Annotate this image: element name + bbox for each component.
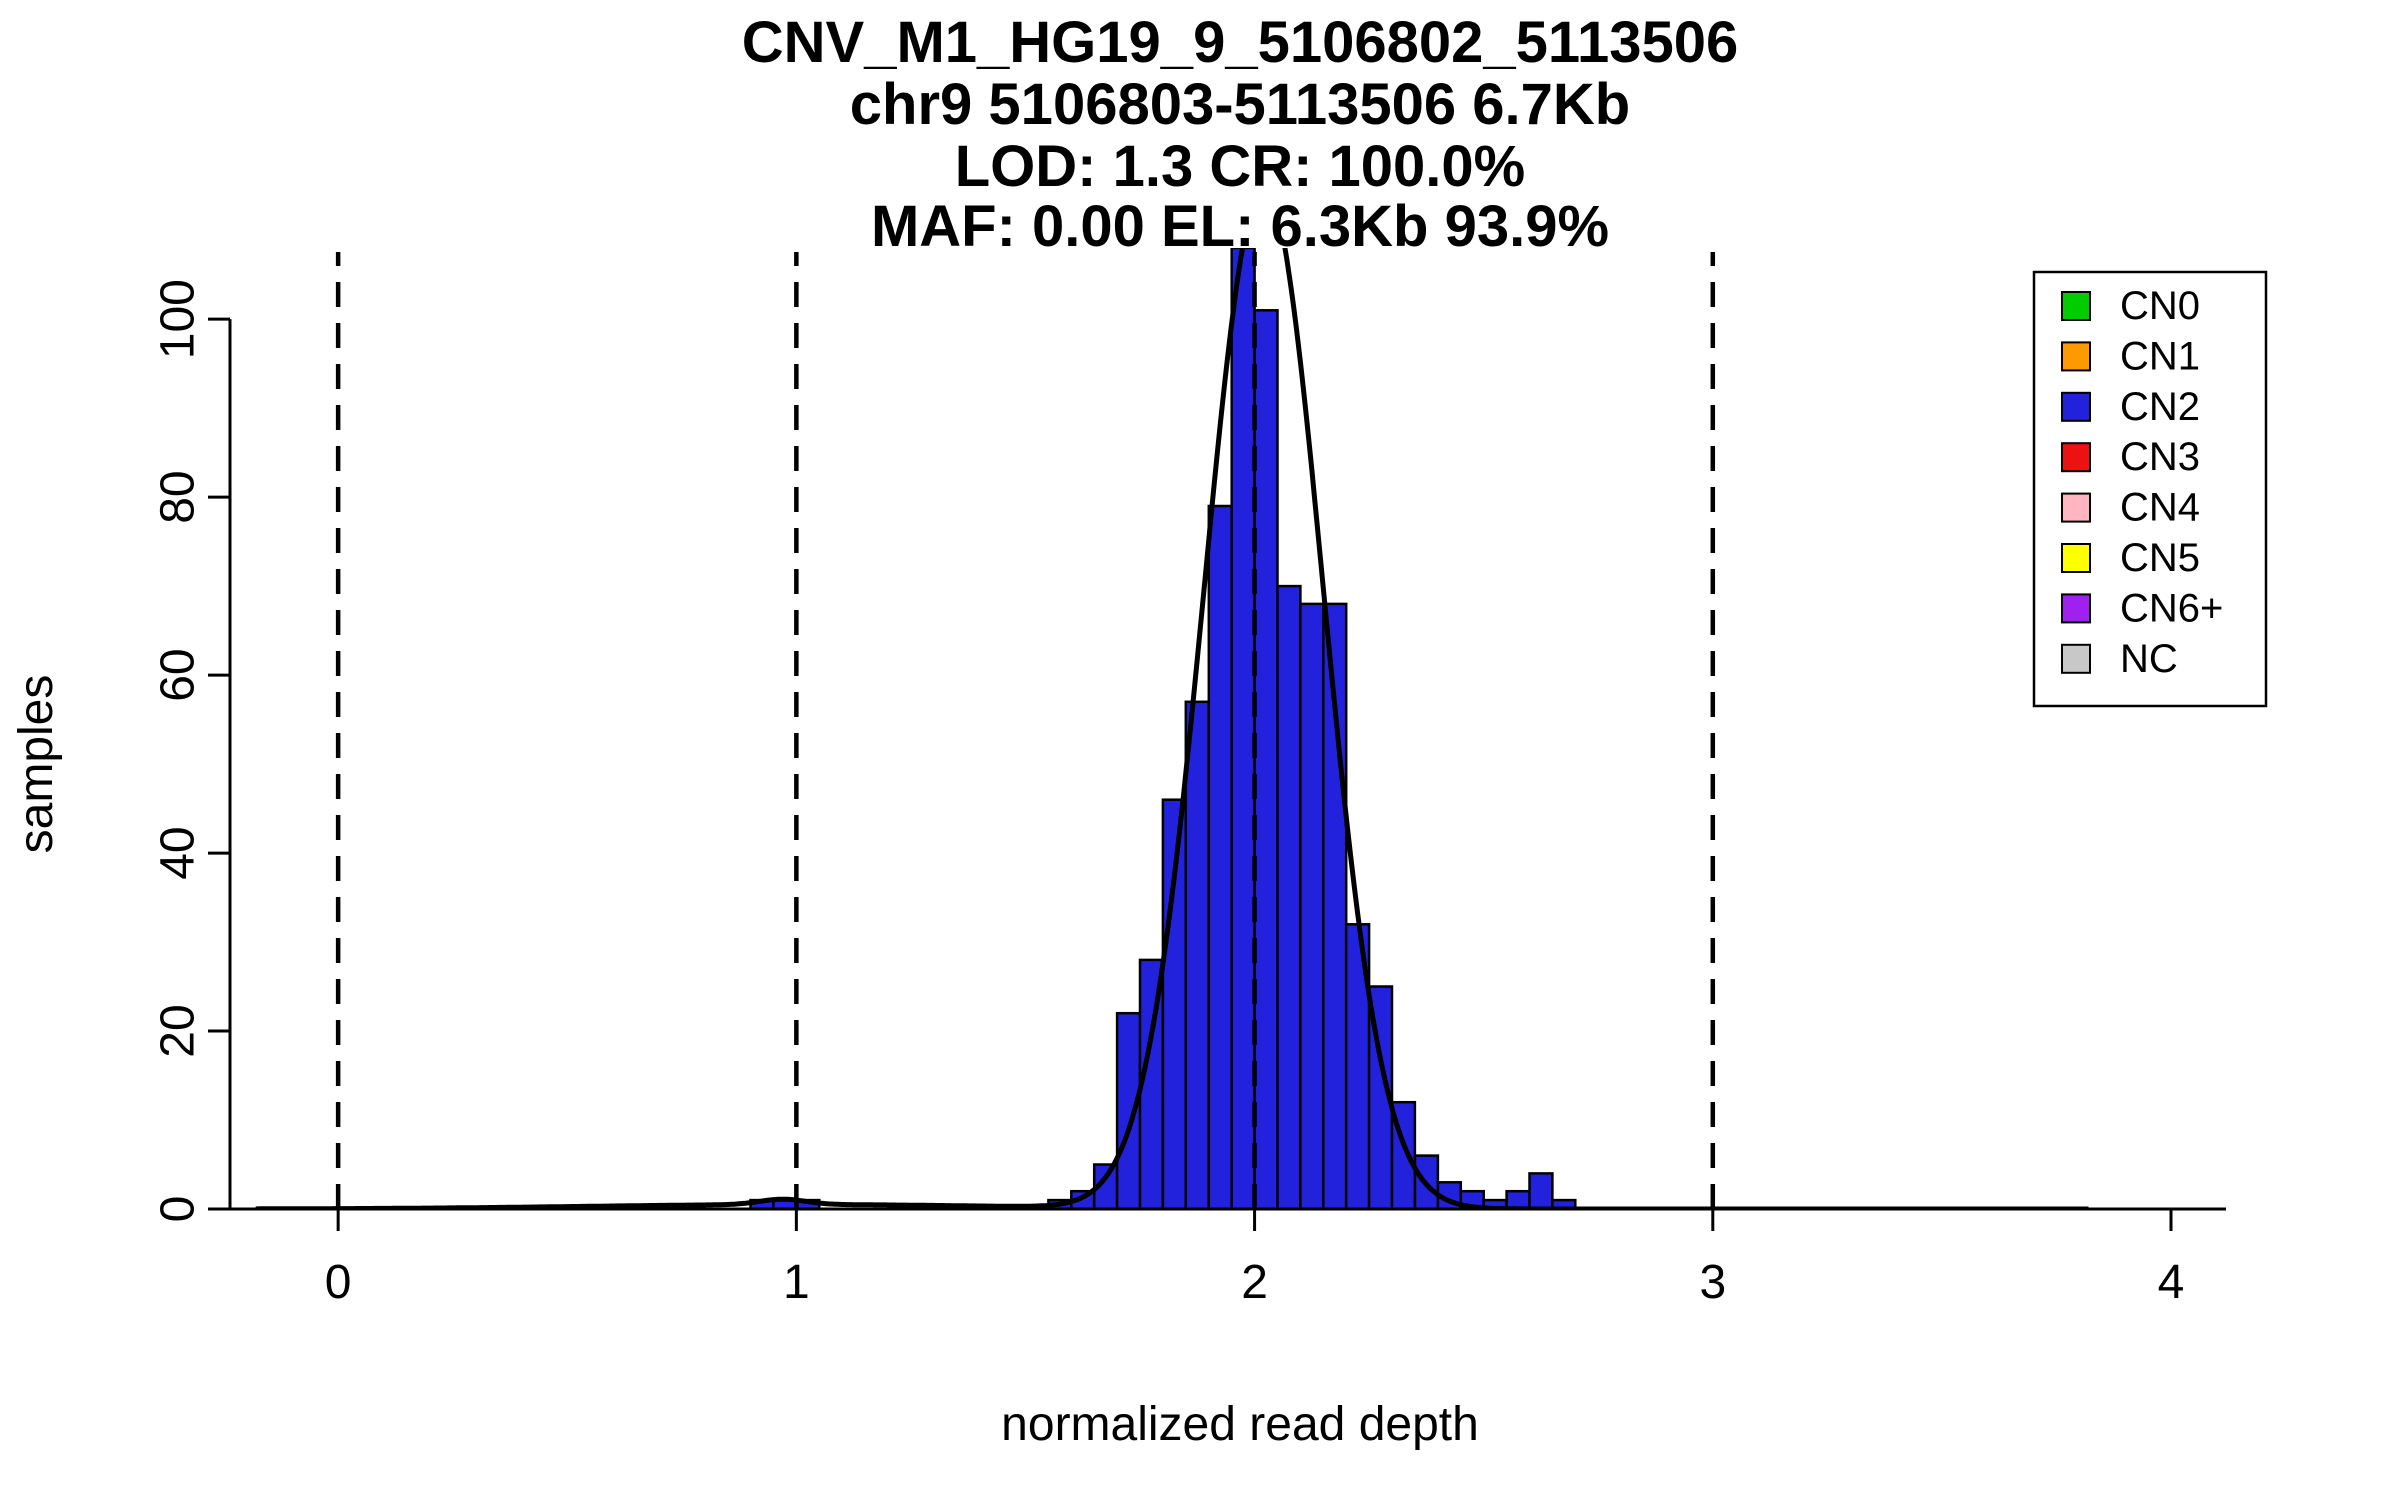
y-tick-label-0: 0 xyxy=(152,1196,205,1223)
legend: CN0 CN1 CN2 CN3 CN4 CN5 CN6+ NC xyxy=(2032,270,2268,708)
plot-title-line-1: CNV_M1_HG19_9_5106802_5113506 xyxy=(742,10,1738,75)
legend-swatch-CN2 xyxy=(2061,391,2091,422)
y-tick-label-80: 80 xyxy=(152,470,205,523)
legend-swatch-CN5 xyxy=(2061,543,2091,573)
x-tick-label-3: 3 xyxy=(1699,1256,1726,1309)
legend-label-CN5: CN5 xyxy=(2120,536,2200,580)
legend-label-CN0: CN0 xyxy=(2120,284,2200,328)
histogram-bar xyxy=(1299,602,1325,1209)
x-tick-labels: 0 1 2 3 4 xyxy=(325,1256,2185,1309)
x-axis-label: normalized read depth xyxy=(1001,1398,1479,1451)
y-tick-label-20: 20 xyxy=(152,1004,205,1057)
cn-state-reference-lines xyxy=(335,252,1716,1209)
y-tick-label-100: 100 xyxy=(152,279,205,359)
legend-swatch-CN0 xyxy=(2061,291,2091,321)
plot-title-line-3: LOD: 1.3 CR: 100.0% xyxy=(955,134,1526,199)
legend-swatch-NC xyxy=(2061,643,2091,674)
x-tick-label-2: 2 xyxy=(1241,1256,1268,1309)
legend-label-CN3: CN3 xyxy=(2120,435,2200,479)
legend-swatch-CN4 xyxy=(2061,492,2091,523)
x-tick-label-0: 0 xyxy=(325,1256,352,1309)
histogram-bar xyxy=(1528,1172,1554,1209)
axes xyxy=(208,317,2226,1231)
y-tick-label-40: 40 xyxy=(152,826,205,879)
legend-label-CN2: CN2 xyxy=(2120,385,2200,429)
density-curve xyxy=(255,248,2089,1209)
plot-title-line-2: chr9 5106803-5113506 6.7Kb xyxy=(850,72,1630,137)
y-axis-label: samples xyxy=(10,675,63,854)
legend-label-CN4: CN4 xyxy=(2120,486,2200,530)
histogram-bar xyxy=(1184,700,1210,1209)
y-tick-label-60: 60 xyxy=(152,648,205,701)
legend-label-CN6+: CN6+ xyxy=(2120,586,2223,630)
histogram-bar xyxy=(1230,248,1256,1209)
histogram-bar xyxy=(1253,309,1279,1209)
histogram-bar xyxy=(1207,504,1233,1209)
legend-swatch-CN3 xyxy=(2061,442,2091,473)
legend-label-NC: NC xyxy=(2120,637,2178,681)
x-tick-label-4: 4 xyxy=(2158,1256,2185,1309)
y-tick-labels: 0 20 40 60 80 100 xyxy=(152,279,205,1222)
legend-label-CN1: CN1 xyxy=(2120,334,2200,378)
legend-swatch-CN6+ xyxy=(2061,593,2091,624)
x-tick-label-1: 1 xyxy=(783,1256,810,1309)
histogram-bar xyxy=(1276,584,1302,1209)
legend-swatch-CN1 xyxy=(2061,341,2091,372)
histogram-bars xyxy=(749,248,1577,1209)
